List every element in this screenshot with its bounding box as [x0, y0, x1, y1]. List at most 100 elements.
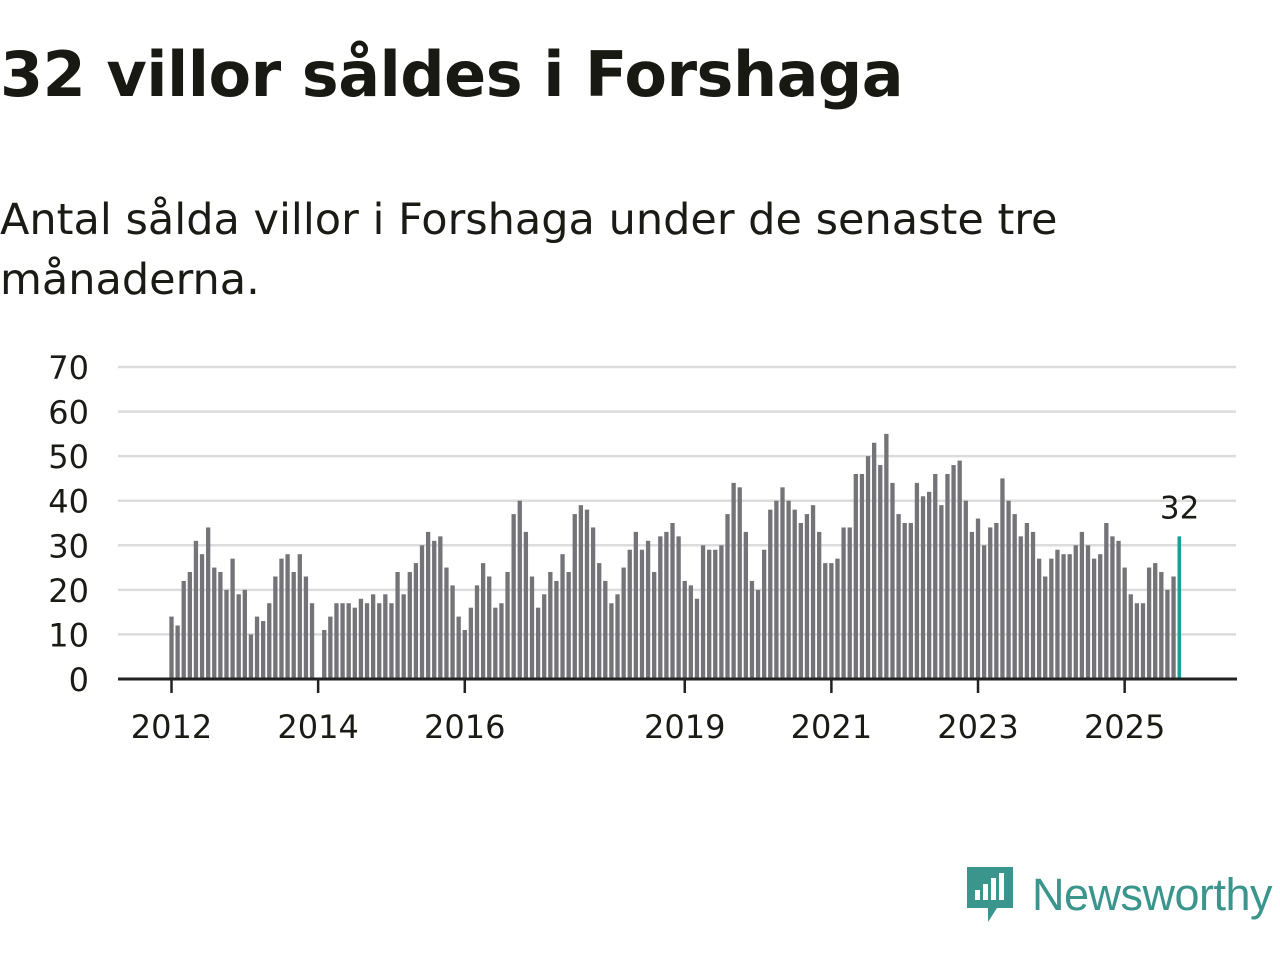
y-tick-label: 20 [48, 572, 89, 610]
bar [395, 572, 400, 679]
bar [193, 540, 199, 679]
bar [792, 509, 797, 679]
bar [1171, 576, 1176, 679]
bar [908, 523, 913, 679]
x-tick-label: 2014 [277, 708, 358, 746]
bar [517, 500, 522, 679]
bar [1049, 558, 1054, 679]
bar [529, 576, 535, 679]
bar [566, 572, 571, 679]
bar [713, 549, 718, 679]
bar [1122, 567, 1127, 679]
bar [945, 473, 950, 679]
bar [370, 594, 376, 679]
bar [548, 572, 553, 679]
y-tick-label: 40 [48, 483, 89, 521]
bar-highlight [1177, 536, 1182, 679]
bar [835, 558, 840, 679]
bar [523, 531, 529, 679]
bar [419, 545, 425, 679]
x-tick-label: 2025 [1084, 708, 1165, 746]
bar [474, 585, 480, 679]
bar [1091, 558, 1097, 679]
bar [981, 545, 987, 679]
bar [1067, 554, 1072, 679]
bar [810, 505, 816, 679]
chart-subtitle: Antal sålda villor i Forshaga under de s… [0, 195, 1058, 305]
bar [1165, 589, 1170, 679]
bar [786, 500, 791, 679]
bar [218, 572, 223, 679]
bar [1018, 536, 1023, 679]
bar [725, 514, 730, 679]
bar [1128, 594, 1133, 679]
bar [1012, 514, 1017, 679]
y-axis-ticks: 0 10 20 30 40 50 60 70 [48, 349, 89, 699]
bar [994, 523, 999, 679]
bar [878, 465, 883, 679]
bar [1043, 576, 1048, 679]
bar [236, 594, 241, 679]
bar [707, 549, 712, 679]
bar [322, 629, 327, 679]
bar [1110, 536, 1115, 679]
bar [1061, 554, 1066, 679]
bar [597, 563, 602, 679]
bar [352, 607, 357, 679]
bar [340, 603, 345, 679]
x-tick-label: 2023 [937, 708, 1018, 746]
bar [694, 598, 700, 679]
bar [187, 572, 192, 679]
x-tick-label: 2019 [644, 708, 725, 746]
bar [199, 554, 205, 679]
bar [438, 536, 443, 679]
bar [285, 554, 290, 679]
bar [303, 576, 309, 679]
bar [480, 563, 486, 679]
bar [957, 460, 962, 679]
bar [1140, 603, 1146, 679]
bar [1085, 545, 1091, 679]
bar [554, 580, 559, 679]
newsworthy-logo[interactable]: Newsworthy [964, 864, 1273, 926]
bar [487, 576, 492, 679]
highlight-value-label: 32 [1160, 490, 1199, 526]
bar [621, 567, 626, 679]
bar [975, 518, 981, 679]
bar [737, 487, 742, 679]
bar [401, 594, 406, 679]
bar [1134, 603, 1140, 679]
bar [633, 531, 639, 679]
bar [933, 473, 938, 679]
bar [645, 540, 651, 679]
bar [817, 531, 822, 679]
bar [902, 523, 907, 679]
bar [670, 523, 675, 679]
x-tick-label: 2012 [131, 708, 212, 746]
bar [297, 554, 302, 679]
bar [389, 603, 394, 679]
bar [462, 629, 467, 679]
chart-title: 32 villor såldes i Forshaga [0, 38, 904, 111]
bar [212, 567, 217, 679]
y-tick-label: 60 [48, 394, 89, 432]
bar [334, 603, 339, 679]
bar [682, 580, 687, 679]
bar [841, 527, 846, 679]
bar [1104, 523, 1109, 679]
bar [511, 514, 516, 679]
bar [609, 603, 614, 679]
bar [823, 563, 828, 679]
bar [505, 572, 510, 679]
newsworthy-logo-text: Newsworthy [1032, 869, 1273, 920]
bar [535, 607, 541, 679]
bar [346, 603, 351, 679]
bar [254, 616, 260, 679]
bar [700, 545, 706, 679]
y-tick-label: 10 [48, 616, 89, 654]
bar [743, 531, 748, 679]
bar [1024, 523, 1030, 679]
bar [377, 603, 382, 679]
bar [279, 558, 284, 679]
bar [578, 505, 584, 679]
